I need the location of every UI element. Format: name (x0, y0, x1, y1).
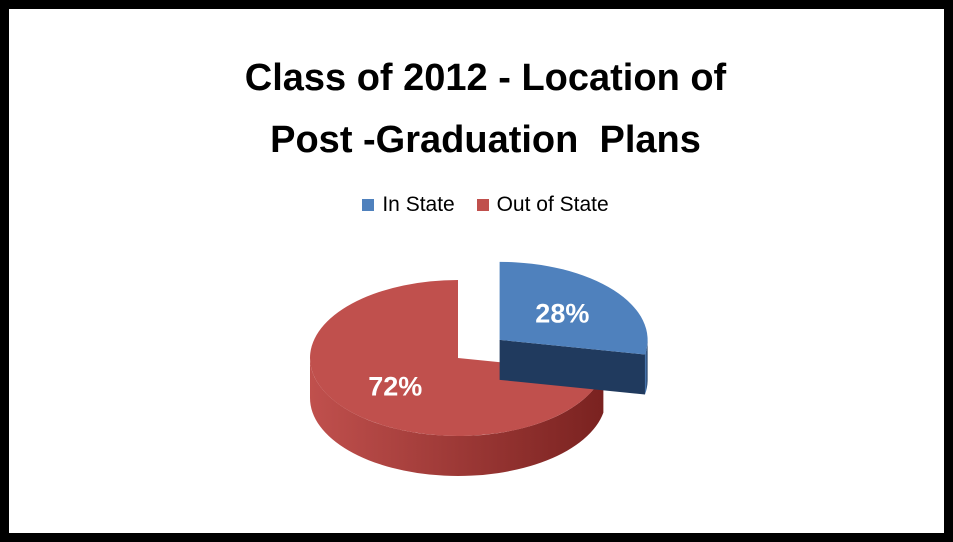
pie-slice-in-state (499, 261, 648, 395)
pie-slice-top-in-state (499, 261, 648, 355)
pie-slice-side-out-of-state (310, 358, 604, 477)
data-label-out-of-state: 72% (368, 371, 422, 401)
pie-slice-top-out-of-state (310, 280, 604, 436)
chart-legend: In State Out of State (9, 193, 953, 217)
chart-title-line-1: Class of 2012 - Location of (244, 57, 727, 99)
legend-swatch-out-of-state (476, 199, 489, 211)
legend-swatch-in-state (362, 199, 375, 211)
legend-item-in-state: In State (362, 193, 455, 217)
chart-title-line-2: Post -Graduation Plans (270, 119, 701, 161)
legend-label-in-state: In State (382, 193, 455, 216)
legend-item-out-of-state: Out of State (476, 193, 609, 217)
pie-slice-cut-face-in-state (499, 339, 645, 395)
pie-slice-side-in-state (644, 339, 648, 395)
pie-slice-out-of-state (310, 280, 604, 477)
data-label-in-state: 28% (535, 299, 589, 329)
chart-title: Class of 2012 - Location of Post -Gradua… (9, 47, 953, 171)
legend-label-out-of-state: Out of State (496, 193, 609, 216)
